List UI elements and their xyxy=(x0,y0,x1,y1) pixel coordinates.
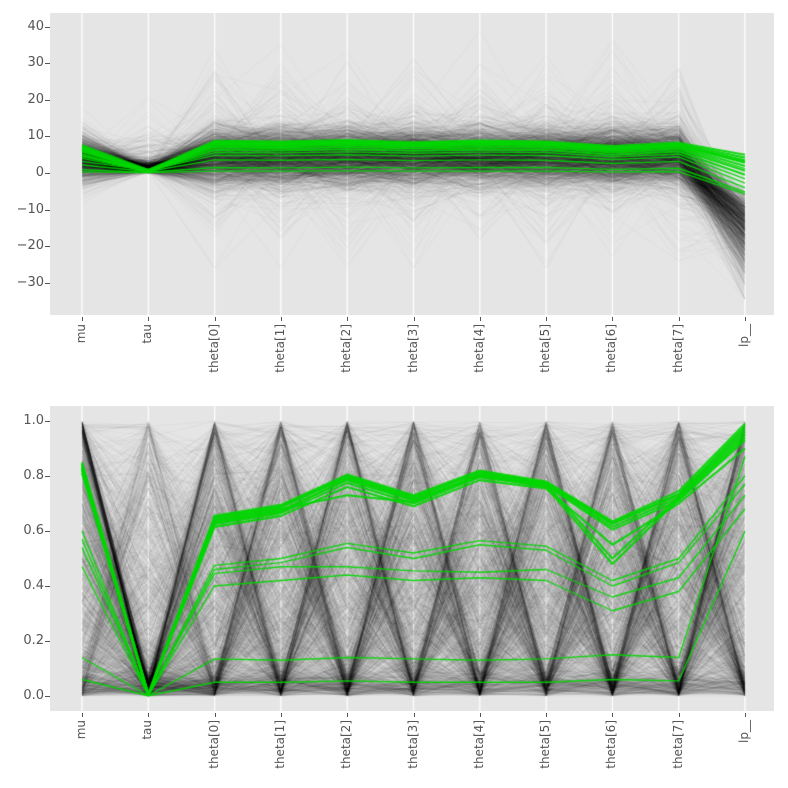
bottom-axis-label-theta-1-: theta[1] xyxy=(272,720,287,769)
top-axis-label-theta-6-: theta[6] xyxy=(604,324,619,373)
bottom-xtick-mark xyxy=(280,713,282,717)
top-axis-label-theta-5-: theta[5] xyxy=(538,324,553,373)
bottom-ytick-label: 0.2 xyxy=(23,633,44,648)
top-xtick-mark xyxy=(479,317,481,321)
bottom-ytick-mark xyxy=(45,641,50,642)
bottom-axis-label-theta-4-: theta[4] xyxy=(471,720,486,769)
top-ytick-label: 40 xyxy=(27,18,44,34)
top-axis-label-theta-1-: theta[1] xyxy=(272,324,287,373)
top-axis-label-tau: tau xyxy=(140,324,155,344)
bottom-axis-label-theta-7-: theta[7] xyxy=(670,720,685,769)
top-axis-label-mu: mu xyxy=(74,324,88,344)
top-axis-label-theta-3-: theta[3] xyxy=(405,324,420,373)
top-ytick-mark xyxy=(45,209,50,211)
bottom-xtick-mark xyxy=(678,713,680,717)
top-xtick-mark xyxy=(612,317,614,321)
top-xtick-mark xyxy=(214,317,216,321)
bottom-axis-label-theta-5-: theta[5] xyxy=(538,720,553,769)
top-ytick-label: −30 xyxy=(16,274,44,290)
top-ytick-mark xyxy=(45,136,50,138)
bottom-ytick-label: 0.0 xyxy=(23,688,44,703)
bottom-axis-label-tau: tau xyxy=(140,720,155,740)
bottom-ytick-mark xyxy=(45,531,50,532)
top-ytick-label: 10 xyxy=(27,128,44,144)
bottom-xtick-mark xyxy=(546,713,548,717)
top-ytick-label: 20 xyxy=(27,91,44,107)
bottom-axis-label-theta-0-: theta[0] xyxy=(206,720,221,769)
top-axis-label-lp-: lp__ xyxy=(737,324,751,347)
top-axis-label-theta-4-: theta[4] xyxy=(471,324,486,373)
top-ytick-label: −10 xyxy=(16,201,44,217)
bottom-xtick-mark xyxy=(82,713,83,717)
top-xtick-mark xyxy=(678,317,680,321)
bottom-axis-label-theta-2-: theta[2] xyxy=(339,720,354,769)
bottom-axis-label-mu: mu xyxy=(74,720,88,740)
bottom-ytick-mark xyxy=(45,476,50,477)
bottom-axis-label-lp-: lp__ xyxy=(737,720,751,743)
top-xtick-mark xyxy=(745,317,746,321)
top-axis-label-theta-2-: theta[2] xyxy=(339,324,354,373)
top-ytick-mark xyxy=(45,246,50,248)
top-xtick-mark xyxy=(413,317,415,321)
top-axis-label-theta-0-: theta[0] xyxy=(206,324,221,373)
bottom-ytick-label: 0.8 xyxy=(23,468,44,483)
bottom-plot-panel xyxy=(50,406,774,711)
bottom-ytick-mark xyxy=(45,696,50,697)
top-ytick-mark xyxy=(45,63,50,65)
bottom-xtick-mark xyxy=(148,713,150,717)
top-ytick-mark xyxy=(45,99,50,101)
bottom-xtick-mark xyxy=(745,713,746,717)
top-ytick-mark xyxy=(45,26,50,28)
top-plot-panel xyxy=(50,13,774,315)
bottom-xtick-mark xyxy=(413,713,415,717)
bottom-axis-label-theta-3-: theta[3] xyxy=(405,720,420,769)
top-ytick-label: 0 xyxy=(35,165,44,180)
bottom-ytick-label: 0.6 xyxy=(23,523,44,538)
top-ytick-label: −20 xyxy=(16,238,44,254)
top-ytick-mark xyxy=(45,282,50,284)
bottom-ytick-label: 1.0 xyxy=(23,413,44,428)
bottom-parallel-canvas xyxy=(50,406,774,711)
bottom-ytick-mark xyxy=(45,586,50,587)
top-ytick-mark xyxy=(45,173,50,174)
bottom-xtick-mark xyxy=(214,713,216,717)
bottom-xtick-mark xyxy=(347,713,349,717)
top-parallel-canvas xyxy=(50,13,774,315)
bottom-ytick-mark xyxy=(45,421,50,422)
top-xtick-mark xyxy=(280,317,282,321)
top-ytick-label: 30 xyxy=(27,55,44,71)
top-xtick-mark xyxy=(82,317,83,321)
bottom-xtick-mark xyxy=(479,713,481,717)
top-xtick-mark xyxy=(148,317,150,321)
top-xtick-mark xyxy=(546,317,548,321)
top-axis-label-theta-7-: theta[7] xyxy=(670,324,685,373)
bottom-xtick-mark xyxy=(612,713,614,717)
top-xtick-mark xyxy=(347,317,349,321)
bottom-axis-label-theta-6-: theta[6] xyxy=(604,720,619,769)
bottom-ytick-label: 0.4 xyxy=(23,578,44,593)
